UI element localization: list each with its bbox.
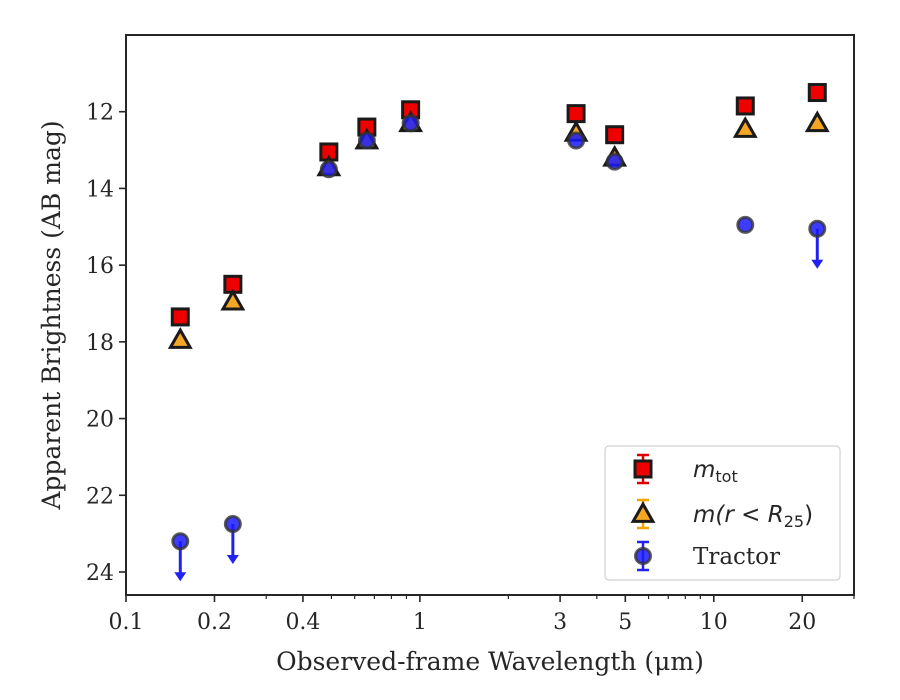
x-tick-label: 0.2 xyxy=(197,610,232,635)
upper-limit-arrowhead xyxy=(174,572,187,582)
data-marks xyxy=(167,83,830,582)
data-point-triangle xyxy=(220,288,246,311)
data-point-triangle xyxy=(804,110,830,133)
data-point-square xyxy=(605,125,625,145)
legend-label: mtot xyxy=(693,457,738,486)
data-point-square xyxy=(735,96,755,116)
x-tick-label: 5 xyxy=(618,610,632,635)
y-tick-label: 16 xyxy=(86,254,114,279)
upper-limit-arrowhead xyxy=(811,259,824,269)
y-tick-label: 12 xyxy=(86,101,114,126)
x-tick-label: 0.1 xyxy=(109,610,144,635)
y-tick-label: 20 xyxy=(86,408,114,433)
y-axis-title: Apparent Brightness (AB mag) xyxy=(37,120,66,510)
data-point-square xyxy=(566,104,586,124)
plot-frame xyxy=(125,34,855,596)
y-tick-label: 22 xyxy=(86,484,114,509)
data-point-circle xyxy=(223,515,242,534)
y-tick-label: 14 xyxy=(86,177,114,202)
series-circle xyxy=(171,114,827,582)
data-point-circle xyxy=(171,532,190,551)
x-tick-label: 1 xyxy=(413,610,427,635)
legend-label: m(r < R25) xyxy=(693,502,813,531)
legend-marker-circle xyxy=(634,547,652,565)
data-point-circle xyxy=(319,160,338,179)
data-point-circle xyxy=(567,131,586,150)
data-point-circle xyxy=(605,152,624,171)
data-point-square xyxy=(807,83,827,103)
legend: mtot m(r < R25) Tractor xyxy=(604,445,841,581)
x-axis-title: Observed-frame Wavelength (μm) xyxy=(276,647,704,676)
legend-marker-square xyxy=(633,459,653,479)
data-point-circle xyxy=(357,131,376,150)
legend-box xyxy=(604,445,841,581)
y-tick-label: 24 xyxy=(86,561,114,586)
data-point-triangle xyxy=(167,327,193,349)
x-tick-label: 10 xyxy=(700,610,728,635)
x-tick-label: 3 xyxy=(553,610,567,635)
data-point-circle xyxy=(808,219,827,238)
x-tick-label: 0.4 xyxy=(285,610,320,635)
x-axis: 0.1 0.2 0.4 1 3 5 10 20 xyxy=(109,595,855,635)
upper-limit-arrowhead xyxy=(226,555,239,565)
data-point-circle xyxy=(736,215,755,234)
series-square xyxy=(170,83,827,327)
data-point-square xyxy=(170,307,190,327)
legend-label: Tractor xyxy=(693,544,780,570)
x-tick-label: 20 xyxy=(788,610,816,635)
data-point-triangle xyxy=(732,116,758,138)
y-tick-label: 18 xyxy=(86,331,114,356)
y-axis: 12 14 16 18 20 22 24 xyxy=(86,101,126,586)
data-point-circle xyxy=(401,114,420,133)
legend-marker-triangle xyxy=(630,501,656,523)
